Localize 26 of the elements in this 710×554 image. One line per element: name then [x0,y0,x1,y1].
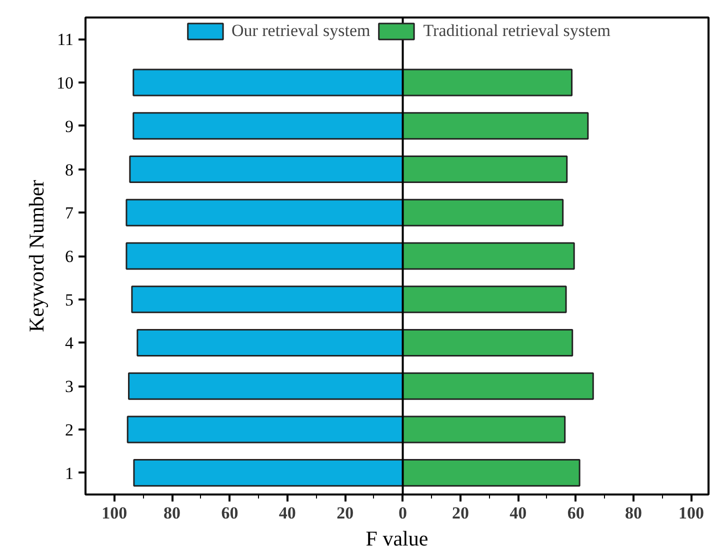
legend-label: Our retrieval system [231,21,370,41]
x-tick-label: 60 [221,504,238,522]
x-tick-label: 80 [164,504,181,522]
x-tick-label: 100 [678,504,704,522]
x-tick-label: 20 [336,504,354,522]
x-tick-label: 0 [398,504,408,522]
y-axis-title: Keyword Number [24,180,48,332]
y-tick-label: 10 [56,74,74,93]
x-tick-label: 100 [102,504,128,522]
y-tick-label: 2 [65,420,74,440]
y-tick-label: 6 [65,247,74,266]
y-tick-label: 1 [65,464,74,483]
x-tick-label: 40 [278,504,296,522]
x-tick-label: 60 [567,504,584,522]
x-axis-title: F value [366,526,428,550]
y-tick-label: 5 [65,290,74,310]
y-tick-label: 7 [65,204,74,223]
x-tick-label: 40 [510,504,527,522]
x-tick-label: 20 [452,504,469,522]
y-tick-label: 9 [65,116,74,136]
y-tick-label: 3 [65,377,74,396]
y-tick-label: 4 [65,334,74,353]
y-tick-label: 8 [65,160,74,180]
x-tick-label: 80 [625,504,642,522]
legend-label: Traditional retrieval system [423,21,611,41]
y-tick-label: 11 [57,30,74,50]
